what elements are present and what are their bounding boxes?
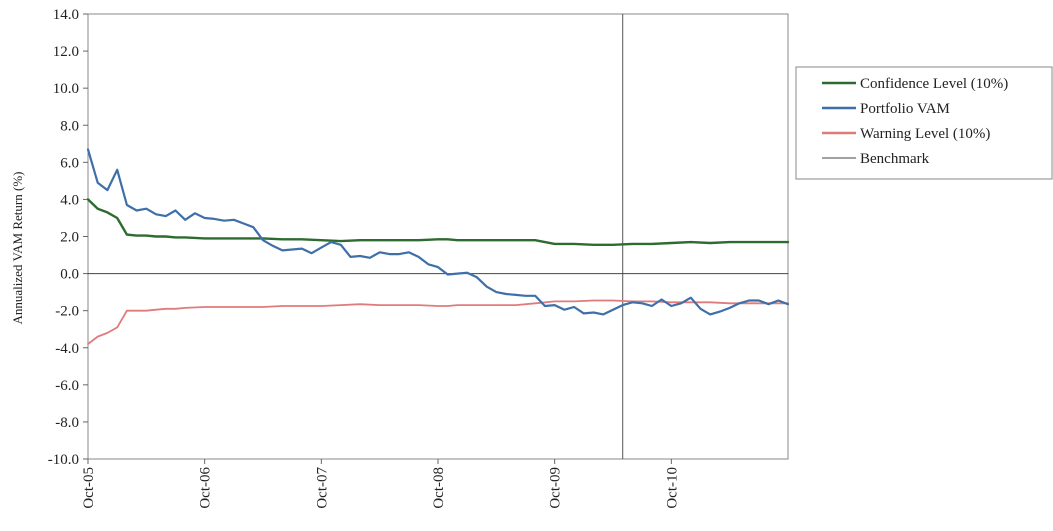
x-tick-label: Oct-07 xyxy=(314,467,330,509)
x-axis: Oct-05 Oct-06 Oct-07 Oct-08 Oct-09 Oct-10 xyxy=(81,459,680,509)
y-tick-label: 12.0 xyxy=(53,44,79,60)
x-tick-label: Oct-05 xyxy=(81,467,97,509)
y-tick-label: 8.0 xyxy=(60,118,79,134)
y-axis: 14.0 12.0 10.0 8.0 6.0 4.0 2.0 0.0 -2.0 -4.0 -6.0 -… xyxy=(48,7,88,468)
y-tick-label: 14.0 xyxy=(53,7,79,23)
y-tick-label: -6.0 xyxy=(55,378,79,394)
x-tick-label: Oct-09 xyxy=(548,467,564,509)
x-tick-label: Oct-06 xyxy=(198,467,214,509)
y-tick-label: -8.0 xyxy=(55,415,79,431)
y-tick-label: -10.0 xyxy=(48,452,79,468)
plot-area xyxy=(88,14,788,459)
y-tick-label: 10.0 xyxy=(53,81,79,97)
x-tick-label: Oct-10 xyxy=(664,467,680,509)
x-tick-label: Oct-08 xyxy=(431,467,447,509)
legend-label-benchmark: Benchmark xyxy=(860,151,930,167)
legend: Confidence Level (10%) Portfolio VAM Warni… xyxy=(796,67,1052,179)
y-tick-label: -4.0 xyxy=(55,341,79,357)
y-tick-label: -2.0 xyxy=(55,304,79,320)
y-tick-label: 2.0 xyxy=(60,230,79,246)
legend-label-confidence-level-10: Confidence Level (10%) xyxy=(860,76,1008,92)
legend-label-warning-level-10: Warning Level (10%) xyxy=(860,126,990,142)
y-tick-label: 6.0 xyxy=(60,155,79,171)
y-tick-label: 4.0 xyxy=(60,192,79,208)
y-axis-title: Annualized VAM Return (%) xyxy=(10,172,25,325)
legend-label-portfolio-vam: Portfolio VAM xyxy=(860,101,950,117)
y-tick-label: 0.0 xyxy=(60,267,79,283)
